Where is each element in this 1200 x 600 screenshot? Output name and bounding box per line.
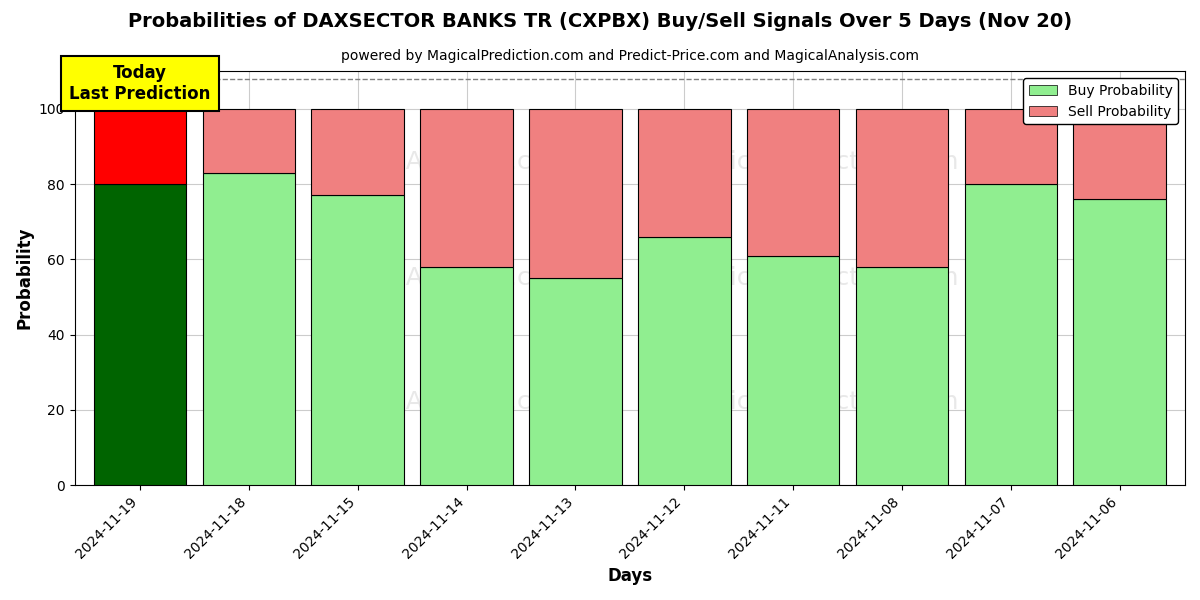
Bar: [965, 184, 1057, 485]
Y-axis label: Probability: Probability: [16, 227, 34, 329]
Bar: [1074, 109, 1166, 199]
Bar: [94, 109, 186, 184]
Text: Today
Last Prediction: Today Last Prediction: [70, 64, 211, 103]
Bar: [203, 173, 295, 485]
Bar: [1074, 199, 1166, 485]
Legend: Buy Probability, Sell Probability: Buy Probability, Sell Probability: [1024, 78, 1178, 124]
Bar: [203, 109, 295, 173]
Bar: [638, 109, 731, 236]
Text: MagicalAnalysis.com: MagicalAnalysis.com: [311, 266, 571, 290]
Bar: [529, 109, 622, 278]
Bar: [94, 184, 186, 485]
Bar: [420, 109, 512, 267]
Bar: [312, 196, 404, 485]
Bar: [746, 109, 839, 256]
X-axis label: Days: Days: [607, 567, 653, 585]
Bar: [856, 267, 948, 485]
Bar: [965, 109, 1057, 184]
Title: powered by MagicalPrediction.com and Predict-Price.com and MagicalAnalysis.com: powered by MagicalPrediction.com and Pre…: [341, 49, 919, 63]
Text: MagicalAnalysis.com: MagicalAnalysis.com: [311, 150, 571, 174]
Bar: [856, 109, 948, 267]
Text: MagicalPrediction.com: MagicalPrediction.com: [678, 150, 959, 174]
Text: MagicalPrediction.com: MagicalPrediction.com: [678, 390, 959, 414]
Bar: [529, 278, 622, 485]
Bar: [420, 267, 512, 485]
Bar: [638, 236, 731, 485]
Text: MagicalAnalysis.com: MagicalAnalysis.com: [311, 390, 571, 414]
Bar: [312, 109, 404, 196]
Bar: [746, 256, 839, 485]
Text: Probabilities of DAXSECTOR BANKS TR (CXPBX) Buy/Sell Signals Over 5 Days (Nov 20: Probabilities of DAXSECTOR BANKS TR (CXP…: [128, 12, 1072, 31]
Text: MagicalPrediction.com: MagicalPrediction.com: [678, 266, 959, 290]
